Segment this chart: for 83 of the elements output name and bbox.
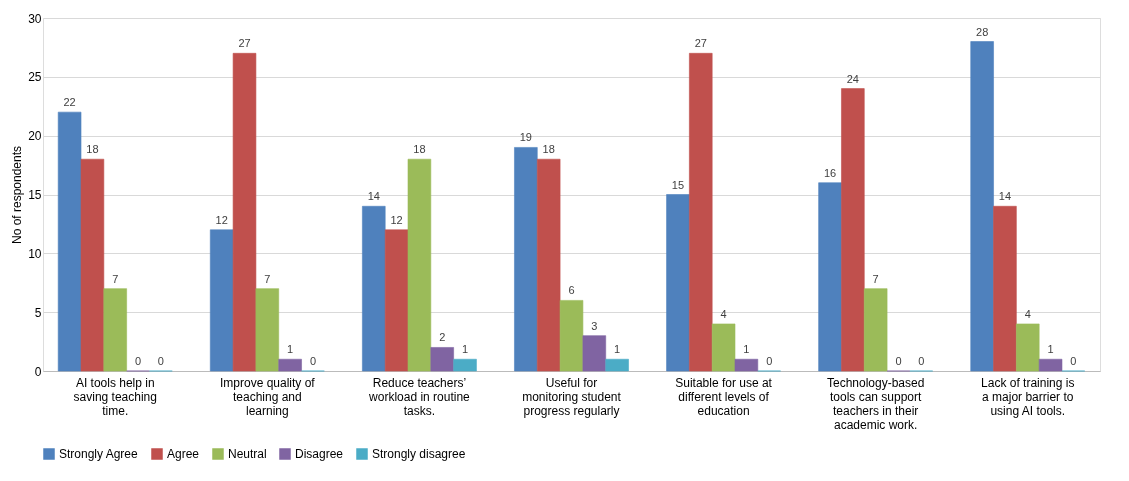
data-label: 1: [1047, 343, 1054, 356]
x-tick-label: Technology-based tools can support teachers in their academic work.: [826, 375, 925, 432]
legend-label: Strongly Agree: [59, 447, 139, 461]
bar: [818, 182, 842, 372]
data-label: 7: [112, 272, 119, 285]
data-label: 7: [264, 272, 271, 285]
x-tick-label: AI tools help in saving teaching time.: [73, 375, 157, 418]
data-label: 28: [976, 25, 989, 38]
data-label: 0: [766, 355, 773, 367]
x-tick-label: Reduce teachers’ workload in routine tasks.: [368, 375, 471, 418]
x-tick-label: Improve quality of teaching and learning: [219, 375, 316, 418]
y-tick-label: 20: [28, 129, 42, 144]
y-tick-label: 30: [28, 11, 42, 26]
data-label: 0: [134, 355, 142, 367]
data-label: 0: [895, 355, 902, 367]
bar: [453, 358, 477, 372]
data-label: 27: [694, 37, 707, 50]
bar: [407, 158, 432, 372]
bar: [1016, 323, 1040, 372]
bar: [103, 288, 127, 372]
data-label: 14: [367, 190, 380, 203]
bar: [536, 158, 561, 372]
legend-label: Disagree: [295, 447, 344, 461]
bar: [993, 205, 1017, 372]
bar: [605, 358, 629, 372]
bar: [863, 288, 888, 372]
bar: [711, 323, 736, 372]
y-tick-label: 0: [34, 364, 42, 379]
bar: [514, 147, 538, 372]
y-tick-label: 25: [28, 70, 42, 85]
bar: [666, 194, 690, 372]
data-label: 2: [439, 331, 446, 344]
bar: [255, 288, 280, 372]
data-label: 19: [519, 131, 532, 144]
data-label: 18: [542, 143, 555, 156]
y-tick-label: 5: [34, 305, 42, 320]
bar: [970, 41, 994, 372]
y-axis-title: No of respondents: [10, 145, 25, 245]
data-label: 0: [918, 355, 925, 367]
bar: [1038, 358, 1063, 372]
x-tick-label: Lack of training is a major barrier to using AI tools.: [981, 375, 1075, 418]
y-tick-label: 15: [28, 188, 42, 202]
data-label: 6: [568, 284, 575, 297]
bar: [689, 53, 713, 372]
bar: [430, 347, 454, 372]
data-label: 0: [157, 355, 164, 367]
data-label: 0: [1070, 355, 1077, 367]
bar: [384, 229, 409, 372]
bar: [582, 335, 607, 372]
bar: [80, 158, 105, 372]
legend-label: Agree: [167, 447, 200, 461]
data-label: 14: [998, 190, 1012, 203]
data-label: 1: [461, 343, 469, 356]
bar: [734, 358, 759, 372]
data-label: 1: [743, 343, 750, 356]
x-tick-label: Useful for monitoring student progress regularly: [522, 375, 622, 418]
bar: [841, 88, 865, 372]
data-label: 18: [413, 143, 426, 156]
data-label: 0: [309, 355, 317, 367]
data-label: 12: [215, 213, 228, 226]
bar: [362, 205, 386, 372]
data-label: 3: [591, 319, 598, 332]
data-label: 4: [1024, 307, 1031, 320]
data-label: 7: [872, 272, 879, 285]
data-label: 1: [614, 343, 621, 356]
data-label: 12: [390, 213, 403, 226]
bar: [278, 358, 302, 372]
bar: [232, 53, 257, 372]
data-label: 27: [238, 37, 251, 50]
legend-label: Neutral: [228, 447, 267, 461]
data-label: 24: [846, 72, 859, 85]
legend-label: Strongly disagree: [372, 447, 466, 461]
bar: [57, 111, 82, 372]
data-label: 22: [63, 96, 76, 109]
data-label: 18: [86, 143, 99, 156]
data-label: 1: [287, 343, 294, 356]
data-label: 16: [823, 166, 837, 179]
bar: [209, 229, 234, 372]
data-label: 4: [720, 307, 727, 320]
y-tick-label: 10: [28, 246, 42, 261]
bar: [559, 300, 584, 372]
data-label: 15: [671, 178, 685, 191]
x-tick-label: Suitable for use at different levels of education: [675, 375, 773, 418]
